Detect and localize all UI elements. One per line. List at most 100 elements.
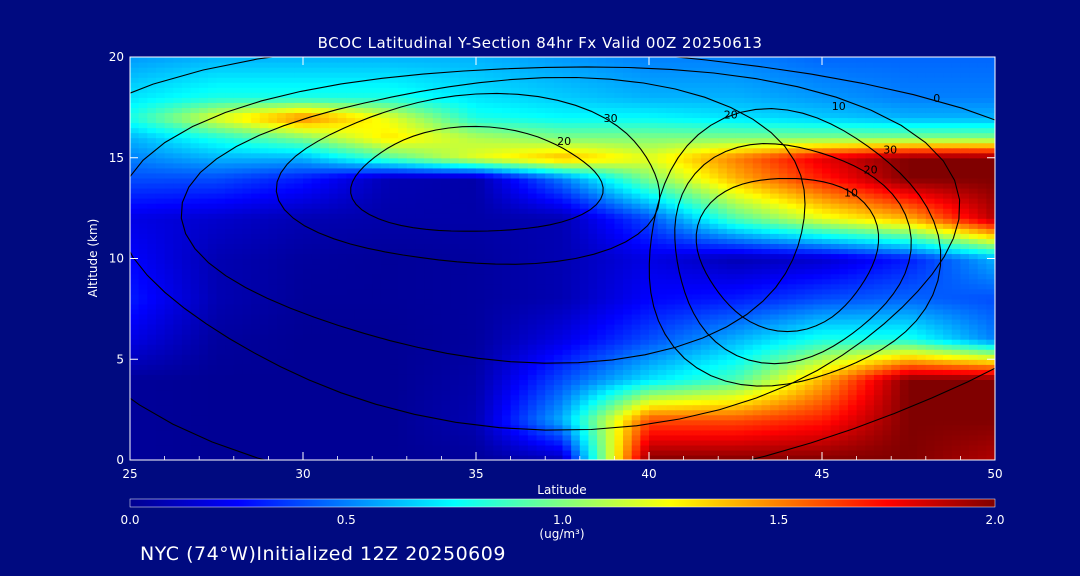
heat-cell xyxy=(406,354,417,360)
heat-cell xyxy=(493,218,503,224)
heat-cell xyxy=(294,359,304,365)
heat-cell xyxy=(873,414,884,421)
heat-cell xyxy=(138,283,148,290)
heat-cell xyxy=(233,424,244,431)
heat-cell xyxy=(501,238,512,244)
heat-cell xyxy=(164,233,174,239)
heat-cell xyxy=(925,424,936,431)
heat-cell xyxy=(709,248,719,255)
heat-cell xyxy=(130,318,140,325)
heat-cell xyxy=(173,434,183,441)
heat-cell xyxy=(865,369,875,375)
heat-cell xyxy=(337,303,347,310)
heat-cell xyxy=(130,339,140,345)
heat-cell xyxy=(493,248,503,255)
heat-cell xyxy=(320,288,330,295)
heat-cell xyxy=(510,308,520,315)
heat-cell xyxy=(147,329,157,335)
heat-cell xyxy=(406,218,417,224)
heat-cell xyxy=(328,444,339,451)
heat-cell xyxy=(536,354,546,360)
heat-cell xyxy=(173,454,183,460)
heat-cell xyxy=(865,404,875,411)
heat-cell xyxy=(796,288,806,295)
heat-cell xyxy=(899,263,910,270)
heat-cell xyxy=(181,349,192,355)
heat-cell xyxy=(251,223,261,229)
heat-cell xyxy=(899,444,910,451)
heat-cell xyxy=(536,268,546,275)
heat-cell xyxy=(164,439,174,446)
heat-cell xyxy=(752,449,763,456)
heat-cell xyxy=(839,248,849,255)
heat-cell xyxy=(510,454,520,460)
heat-cell xyxy=(207,359,218,365)
heat-cell xyxy=(666,394,676,401)
heat-cell xyxy=(761,283,771,290)
heat-cell xyxy=(718,318,728,325)
heat-cell xyxy=(216,454,226,460)
heat-cell xyxy=(164,208,174,214)
heat-cell xyxy=(147,404,157,411)
heat-cell xyxy=(804,429,814,436)
heat-cell xyxy=(527,283,538,290)
heat-cell xyxy=(268,313,278,320)
heat-cell xyxy=(770,278,780,285)
heat-cell xyxy=(579,258,590,265)
heat-cell xyxy=(761,334,771,340)
heat-cell xyxy=(752,293,763,300)
heat-cell xyxy=(657,354,667,360)
heat-cell xyxy=(804,369,814,375)
heat-cell xyxy=(709,349,719,355)
heat-cell xyxy=(285,218,295,224)
heat-cell xyxy=(320,329,330,335)
heat-cell xyxy=(233,223,244,229)
heat-cell xyxy=(588,288,598,295)
heat-cell xyxy=(813,278,823,285)
heat-cell xyxy=(579,228,590,234)
heat-cell xyxy=(328,213,339,219)
heat-cell xyxy=(804,228,814,234)
heat-cell xyxy=(770,414,780,421)
heat-cell xyxy=(199,449,209,456)
heat-cell xyxy=(268,308,278,315)
heat-cell xyxy=(303,419,313,426)
heat-cell xyxy=(450,359,460,365)
heat-cell xyxy=(571,409,581,416)
heat-cell xyxy=(328,253,339,260)
heat-cell xyxy=(804,218,814,224)
heat-cell xyxy=(476,313,486,320)
heat-cell xyxy=(744,223,754,229)
heat-cell xyxy=(969,454,979,460)
heat-cell xyxy=(233,238,244,244)
heat-cell xyxy=(605,323,615,330)
heat-cell xyxy=(960,414,970,421)
heat-cell xyxy=(242,238,252,244)
heat-cell xyxy=(441,308,451,315)
heat-cell xyxy=(796,308,806,315)
heat-cell xyxy=(389,389,399,396)
heat-cell xyxy=(277,288,287,295)
heat-cell xyxy=(891,439,901,446)
heat-cell xyxy=(346,394,356,401)
heat-cell xyxy=(925,354,936,360)
heat-cell xyxy=(130,223,140,229)
heat-cell xyxy=(207,233,218,239)
heat-cell xyxy=(597,354,607,360)
heat-cell xyxy=(640,394,650,401)
heat-cell xyxy=(908,329,918,335)
heat-cell xyxy=(744,329,754,335)
heat-cell xyxy=(752,268,763,275)
heat-cell xyxy=(908,298,918,305)
heat-cell xyxy=(605,313,615,320)
heat-cell xyxy=(856,444,866,451)
heat-cell xyxy=(303,349,313,355)
heat-cell xyxy=(761,454,771,460)
heat-cell xyxy=(614,384,624,391)
heat-cell xyxy=(787,394,797,401)
heat-cell xyxy=(735,273,745,280)
heat-cell xyxy=(328,419,339,426)
heat-cell xyxy=(372,253,382,260)
heat-cell xyxy=(934,414,944,421)
heat-cell xyxy=(882,339,892,345)
